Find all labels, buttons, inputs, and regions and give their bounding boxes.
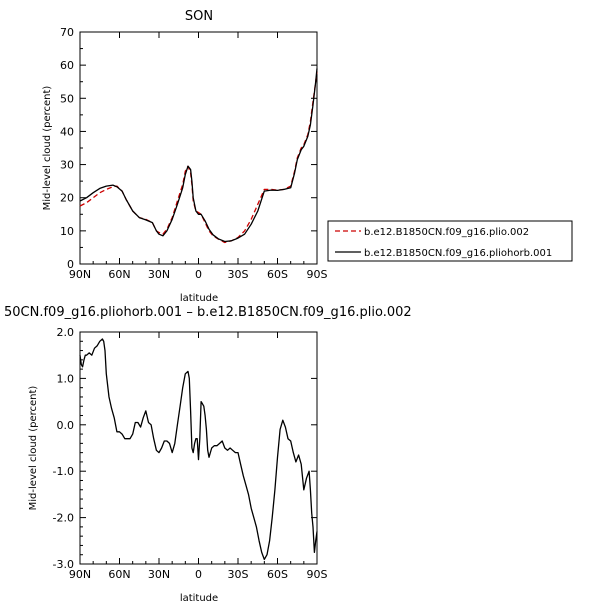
top-chart-title: SON: [185, 9, 213, 24]
legend-entry-pliohorb: b.e12.B1850CN.f09_g16.pliohorb.001: [364, 248, 552, 259]
top-chart-frame: [79, 31, 318, 265]
top-chart-panel: SON 90N 60N 30N 0 30S 60S 90S 0 10 20 30 40 50 60 70 l…: [42, 9, 328, 304]
top-y-tick-label: 20: [60, 192, 74, 205]
bottom-chart-ylabel: Mid-level cloud (percent): [28, 386, 39, 511]
bottom-series-line-0: [79, 338, 318, 561]
top-chart-xlabel: latitude: [180, 293, 218, 304]
bottom-y-tick-label: -1.0: [53, 465, 74, 478]
bottom-x-tick-label: 60N: [108, 568, 130, 581]
bottom-x-tick-label: 60S: [267, 568, 288, 581]
top-y-tick-label: 30: [60, 159, 74, 172]
top-y-tick-label: 70: [60, 26, 74, 39]
top-chart-ylabel: Mid-level cloud (percent): [42, 86, 53, 211]
bottom-x-tick-label: 30S: [228, 568, 249, 581]
bottom-y-tick-label: 0.0: [57, 419, 75, 432]
top-x-tick-label: 90N: [69, 268, 91, 281]
bottom-chart-title: 50CN.f09_g16.pliohorb.001 – b.e12.B1850C…: [4, 305, 412, 320]
top-y-tick-label: 60: [60, 59, 74, 72]
top-chart-legend: b.e12.B1850CN.f09_g16.plio.002 b.e12.B18…: [327, 220, 573, 262]
bottom-y-tick-label: 1.0: [57, 372, 75, 385]
bottom-chart-panel: 50CN.f09_g16.pliohorb.001 – b.e12.B1850C…: [4, 305, 412, 604]
bottom-chart-frame: [79, 331, 318, 565]
legend-entry-plio: b.e12.B1850CN.f09_g16.plio.002: [364, 227, 529, 238]
bottom-x-tick-label: 90N: [69, 568, 91, 581]
bottom-x-tick-label: 0: [195, 568, 202, 581]
top-x-tick-label: 30S: [228, 268, 249, 281]
top-x-tick-label: 60N: [108, 268, 130, 281]
bottom-y-tick-label: -2.0: [53, 512, 74, 525]
top-y-tick-label: 40: [60, 125, 74, 138]
top-y-tick-label: 10: [60, 225, 74, 238]
top-y-tick-label: 50: [60, 92, 74, 105]
top-series-line-1: [79, 68, 318, 243]
bottom-x-tick-label: 90S: [307, 568, 328, 581]
top-x-tick-label: 90S: [307, 268, 328, 281]
top-y-tick-label: 0: [67, 258, 74, 271]
top-x-tick-label: 60S: [267, 268, 288, 281]
bottom-x-tick-label: 30N: [148, 568, 170, 581]
top-x-tick-label: 0: [195, 268, 202, 281]
legend-box: [327, 220, 573, 262]
bottom-y-tick-label: -3.0: [53, 558, 74, 571]
top-x-tick-label: 30N: [148, 268, 170, 281]
top-series-line-0: [79, 71, 318, 244]
bottom-y-tick-label: 2.0: [57, 326, 75, 339]
bottom-chart-xlabel: latitude: [180, 593, 218, 604]
